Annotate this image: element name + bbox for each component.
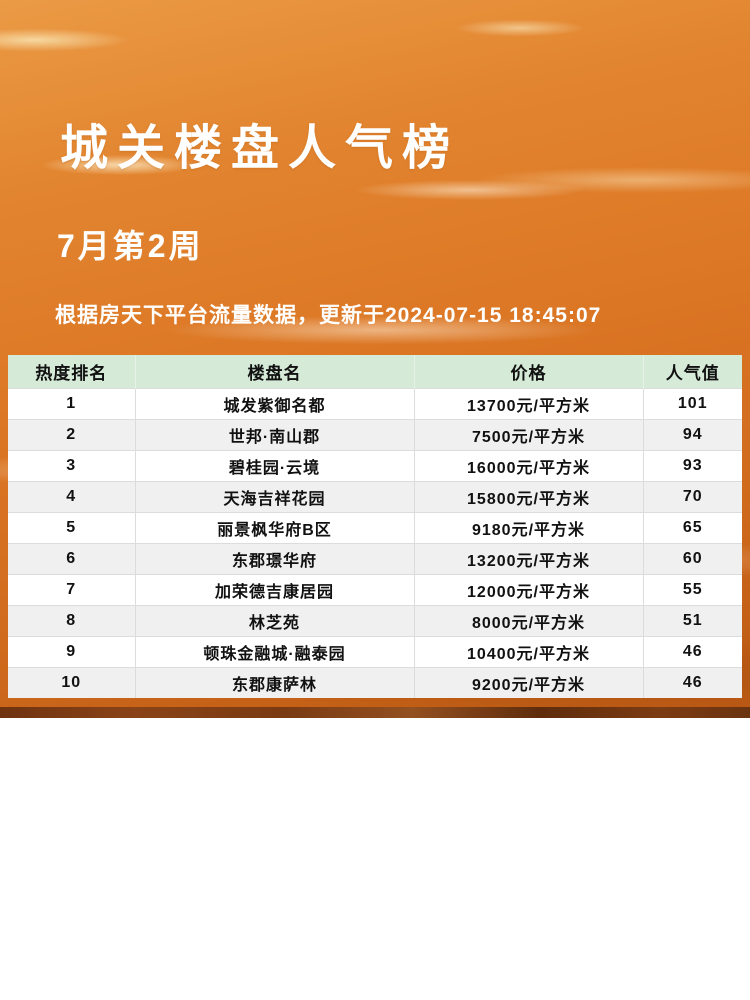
rank-cell: 4	[8, 480, 136, 512]
price-cell: 13700元/平方米	[414, 387, 644, 419]
col-header-name: 楼盘名	[135, 355, 415, 388]
poster-subtitle: 7月第2周	[57, 228, 204, 264]
table-body: 1 城发紫御名都 13700元/平方米 101 2 世邦·南山郡 7500元/平…	[8, 387, 742, 698]
rank-cell: 7	[8, 573, 136, 605]
name-cell: 林芝苑	[135, 604, 415, 636]
data-source-note: 根据房天下平台流量数据，更新于2024-07-15 18:45:07	[55, 304, 602, 327]
table-row: 6 东郡璟华府 13200元/平方米 60	[8, 542, 742, 574]
name-cell: 世邦·南山郡	[135, 418, 415, 450]
popularity-cell: 65	[643, 511, 742, 543]
popularity-cell: 94	[643, 418, 742, 450]
name-cell: 东郡璟华府	[135, 542, 415, 574]
popularity-cell: 46	[643, 635, 742, 667]
price-cell: 10400元/平方米	[414, 635, 644, 667]
rank-cell: 9	[8, 635, 136, 667]
price-cell: 15800元/平方米	[414, 480, 644, 512]
name-cell: 城发紫御名都	[135, 387, 415, 419]
table-header-row: 热度排名 楼盘名 价格 人气值	[8, 355, 742, 388]
col-header-rank: 热度排名	[8, 355, 136, 388]
name-cell: 加荣德吉康居园	[135, 573, 415, 605]
table-row: 7 加荣德吉康居园 12000元/平方米 55	[8, 573, 742, 605]
popularity-cell: 101	[643, 387, 742, 419]
table-row: 1 城发紫御名都 13700元/平方米 101	[8, 387, 742, 419]
col-header-popularity: 人气值	[643, 355, 742, 388]
table-row: 8 林芝苑 8000元/平方米 51	[8, 604, 742, 636]
table-row: 5 丽景枫华府B区 9180元/平方米 65	[8, 511, 742, 543]
col-header-price: 价格	[414, 355, 644, 388]
popularity-cell: 51	[643, 604, 742, 636]
rank-cell: 1	[8, 387, 136, 419]
popularity-cell: 93	[643, 449, 742, 481]
price-cell: 16000元/平方米	[414, 449, 644, 481]
popularity-cell: 60	[643, 542, 742, 574]
rank-cell: 3	[8, 449, 136, 481]
poster-title: 城关楼盘人气榜	[60, 122, 460, 175]
rank-cell: 2	[8, 418, 136, 450]
rank-cell: 10	[8, 666, 136, 698]
table-row: 3 碧桂园·云境 16000元/平方米 93	[8, 449, 742, 481]
name-cell: 东郡康萨林	[135, 666, 415, 698]
price-cell: 8000元/平方米	[414, 604, 644, 636]
bottom-edge-strip	[0, 707, 750, 718]
name-cell: 顿珠金融城·融泰园	[135, 635, 415, 667]
popularity-cell: 70	[643, 480, 742, 512]
name-cell: 丽景枫华府B区	[135, 511, 415, 543]
table-header: 热度排名 楼盘名 价格 人气值	[8, 355, 742, 388]
rank-cell: 5	[8, 511, 136, 543]
rank-cell: 8	[8, 604, 136, 636]
name-cell: 碧桂园·云境	[135, 449, 415, 481]
popularity-cell: 55	[643, 573, 742, 605]
table-row: 9 顿珠金融城·融泰园 10400元/平方米 46	[8, 635, 742, 667]
popularity-cell: 46	[643, 666, 742, 698]
name-cell: 天海吉祥花园	[135, 480, 415, 512]
price-cell: 13200元/平方米	[414, 542, 644, 574]
ranking-table: 热度排名 楼盘名 价格 人气值 1 城发紫御名都 13700元/平方米 101 …	[8, 355, 742, 698]
price-cell: 12000元/平方米	[414, 573, 644, 605]
price-cell: 9200元/平方米	[414, 666, 644, 698]
table-row: 10 东郡康萨林 9200元/平方米 46	[8, 666, 742, 698]
rank-cell: 6	[8, 542, 136, 574]
price-cell: 9180元/平方米	[414, 511, 644, 543]
table-row: 4 天海吉祥花园 15800元/平方米 70	[8, 480, 742, 512]
price-cell: 7500元/平方米	[414, 418, 644, 450]
table-row: 2 世邦·南山郡 7500元/平方米 94	[8, 418, 742, 450]
